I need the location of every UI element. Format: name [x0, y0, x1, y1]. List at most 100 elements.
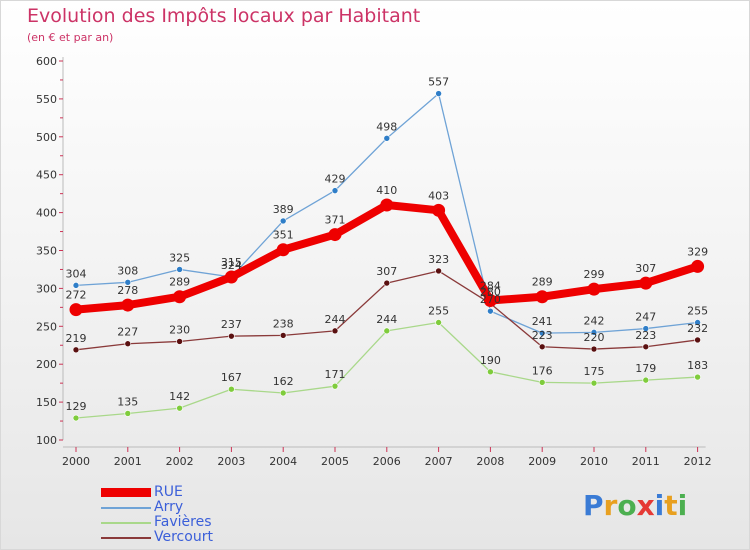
data-label-favieres: 135 — [117, 395, 138, 408]
data-point-rue — [380, 198, 394, 212]
x-tick-label: 2011 — [632, 455, 660, 468]
data-label-vercourt: 237 — [221, 318, 242, 331]
data-label-rue: 403 — [428, 189, 449, 202]
data-point-vercourt — [72, 346, 80, 354]
data-label-favieres: 190 — [480, 354, 501, 367]
proxiti-logo: Proxiti — [583, 489, 687, 522]
data-label-vercourt: 232 — [687, 322, 708, 335]
data-point-favieres — [331, 382, 339, 390]
data-point-rue — [173, 290, 187, 304]
data-label-favieres: 244 — [376, 313, 397, 326]
data-label-favieres: 142 — [169, 390, 190, 403]
data-label-rue: 289 — [169, 276, 190, 289]
data-point-rue — [69, 303, 83, 317]
data-label-arry: 270 — [480, 293, 501, 306]
series-layer — [69, 90, 705, 422]
data-label-vercourt: 223 — [635, 329, 656, 342]
data-point-arry — [124, 279, 132, 286]
legend-item-arry: Arry — [101, 500, 213, 515]
chart-title: Evolution des Impôts locaux par Habitant — [27, 5, 421, 27]
data-label-vercourt: 280 — [480, 286, 501, 299]
data-point-favieres — [279, 389, 287, 397]
x-tick-label: 2007 — [425, 455, 453, 468]
data-label-vercourt: 223 — [532, 329, 553, 342]
data-point-rue — [432, 203, 446, 217]
data-label-vercourt: 219 — [66, 332, 87, 345]
data-point-arry — [176, 266, 183, 273]
data-label-arry: 255 — [687, 305, 708, 318]
data-point-rue — [535, 290, 549, 304]
data-label-arry: 304 — [66, 267, 87, 280]
x-tick-label: 2004 — [269, 455, 297, 468]
data-point-arry — [435, 90, 442, 97]
logo-letter: o — [617, 489, 637, 522]
x-tick-label: 2003 — [217, 455, 245, 468]
data-label-favieres: 255 — [428, 305, 449, 318]
data-point-vercourt — [590, 345, 598, 353]
data-label-arry: 498 — [376, 120, 397, 133]
data-point-rue — [587, 282, 601, 296]
data-label-vercourt: 230 — [169, 323, 190, 336]
data-point-vercourt — [124, 340, 132, 348]
data-point-rue — [224, 270, 238, 284]
data-label-favieres: 176 — [532, 364, 553, 377]
y-tick-label: 350 — [36, 245, 57, 258]
logo-letter: i — [654, 489, 665, 522]
data-label-vercourt: 244 — [325, 313, 346, 326]
data-label-arry: 389 — [273, 203, 294, 216]
logo-letter: r — [603, 489, 618, 522]
data-label-rue: 351 — [273, 229, 294, 242]
data-point-favieres — [383, 327, 391, 335]
data-label-favieres: 183 — [687, 359, 708, 372]
x-tick-label: 2005 — [321, 455, 349, 468]
x-tick-label: 2009 — [528, 455, 556, 468]
x-tick-label: 2012 — [684, 455, 712, 468]
y-tick-label: 600 — [36, 55, 57, 68]
data-point-arry — [331, 187, 339, 194]
legend-label-arry: Arry — [154, 499, 184, 515]
data-labels-layer: 304 308 325 324 389 429 498 557 270 241 242 247 255 2… — [66, 76, 709, 413]
data-point-favieres — [487, 368, 494, 376]
data-point-vercourt — [383, 279, 391, 287]
data-label-rue: 329 — [687, 245, 708, 258]
data-label-favieres: 162 — [273, 375, 294, 388]
data-label-arry: 324 — [221, 259, 242, 272]
legend-swatch-vercourt — [101, 536, 151, 539]
data-point-favieres — [124, 410, 132, 417]
series-arry — [72, 90, 701, 337]
data-point-favieres — [435, 319, 442, 326]
chart-subtitle: (en € et par an) — [27, 31, 114, 44]
data-point-arry — [538, 329, 546, 337]
y-tick-label: 400 — [36, 207, 57, 220]
data-point-rue — [121, 298, 135, 312]
data-point-arry — [383, 135, 391, 142]
data-label-rue: 410 — [376, 184, 397, 197]
series-favieres — [72, 319, 701, 422]
data-label-arry: 308 — [117, 264, 138, 277]
data-label-rue: 307 — [635, 262, 656, 275]
data-point-vercourt — [228, 332, 235, 340]
data-point-rue — [276, 243, 290, 257]
data-label-arry: 325 — [169, 251, 190, 264]
data-label-arry: 557 — [428, 76, 449, 89]
data-label-favieres: 175 — [584, 365, 605, 378]
data-label-arry: 241 — [532, 315, 553, 328]
legend-label-vercourt: Vercourt — [154, 529, 213, 545]
legend-swatch-arry — [101, 506, 151, 509]
data-label-rue: 278 — [117, 284, 138, 297]
logo-letter: t — [664, 489, 678, 522]
data-point-rue — [691, 259, 705, 273]
legend: RUE Arry Favières Vercourt — [101, 485, 213, 545]
data-point-favieres — [590, 379, 598, 387]
data-point-arry — [642, 325, 650, 332]
data-label-vercourt: 220 — [584, 331, 605, 344]
x-tick-label: 2010 — [580, 455, 608, 468]
y-tick-label: 300 — [36, 282, 57, 295]
data-point-vercourt — [176, 338, 183, 345]
data-label-favieres: 129 — [66, 400, 87, 413]
data-label-favieres: 179 — [635, 362, 656, 375]
data-point-arry — [487, 307, 494, 315]
data-point-vercourt — [642, 343, 650, 351]
